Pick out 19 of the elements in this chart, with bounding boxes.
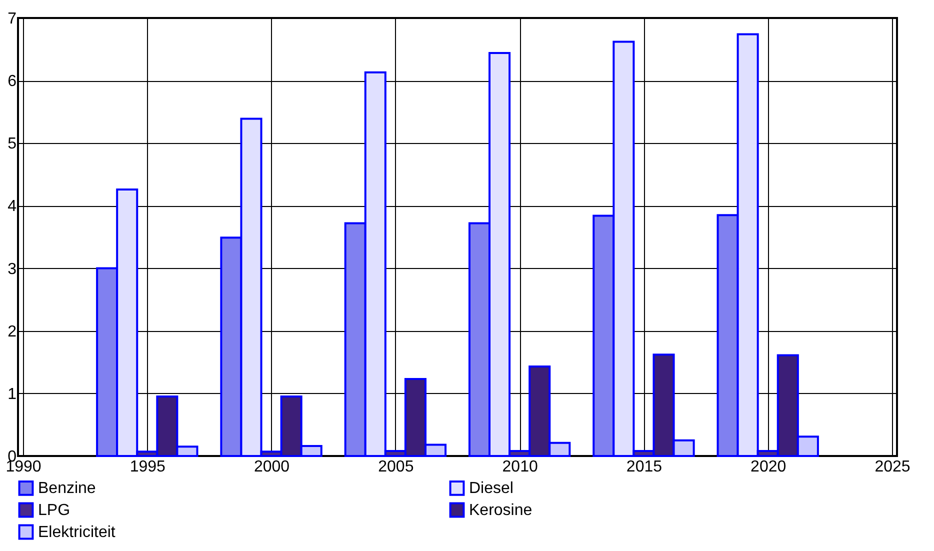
x-tick-label: 2015 (626, 458, 662, 476)
legend-label: LPG (38, 502, 70, 519)
legend-label: Elektriciteit (38, 524, 116, 541)
x-tick-label: 2020 (750, 458, 786, 476)
y-tick-label: 2 (8, 323, 17, 340)
legend-label: Diesel (469, 480, 514, 498)
y-tick-label: 1 (8, 386, 17, 403)
y-tick-label: 7 (8, 10, 17, 28)
legend-label: Kerosine (469, 502, 532, 519)
y-tick-label: 5 (8, 136, 17, 153)
legend-label: Benzine (38, 480, 96, 498)
x-tick-label: 2000 (254, 458, 290, 476)
x-tick-label: 2005 (378, 458, 414, 476)
x-tick-label: 2025 (874, 458, 910, 476)
y-tick-label: 3 (8, 260, 17, 278)
y-tick-label: 4 (8, 198, 17, 216)
x-tick-label: 2010 (502, 458, 538, 476)
x-tick-label: 1995 (130, 458, 166, 476)
y-tick-label: 6 (8, 73, 17, 90)
